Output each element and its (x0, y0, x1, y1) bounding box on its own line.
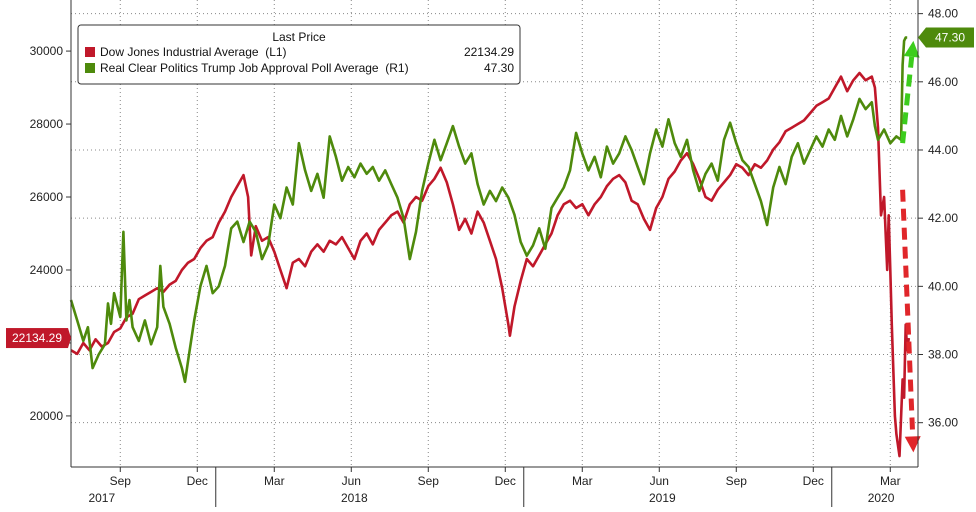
legend-label-dow: Dow Jones Industrial Average (L1) (100, 45, 287, 59)
legend-header: Last Price (272, 30, 326, 44)
x-year-label: 2019 (649, 491, 676, 505)
left-last-value-badge (6, 328, 68, 349)
arrow-head-down (904, 436, 921, 453)
legend-box (77, 24, 521, 85)
arrow-shaft-down (900, 189, 916, 437)
right-tick-label: 38.00 (928, 348, 958, 362)
x-month-label: Sep (110, 474, 132, 488)
legend-swatch-dow (85, 47, 95, 57)
x-month-label: Mar (880, 474, 901, 488)
legend-value-dow: 22134.29 (464, 45, 514, 59)
left-tick-label: 26000 (30, 190, 64, 204)
legend: Last Price Dow Jones Industrial Average … (77, 24, 521, 85)
right-last-value-pointer (918, 27, 926, 48)
x-month-label: Jun (650, 474, 669, 488)
arrow-shaft-up (900, 56, 915, 144)
left-last-value-pointer (68, 328, 71, 349)
legend-value-rcp: 47.30 (484, 61, 514, 75)
legend-label-rcp: Real Clear Politics Trump Job Approval P… (100, 61, 409, 75)
right-tick-label: 36.00 (928, 416, 958, 430)
right-tick-label: 42.00 (928, 211, 958, 225)
x-month-label: Dec (495, 474, 516, 488)
right-last-value-label: 47.30 (935, 30, 965, 44)
legend-swatch-rcp (85, 63, 95, 73)
series-layer (69, 36, 911, 458)
x-month-label: Mar (572, 474, 593, 488)
x-year-label: 2020 (868, 491, 895, 505)
right-tick-label: 44.00 (928, 143, 958, 157)
left-axis: 20000 24000 26000 28000 30000 22134.29 (6, 44, 71, 423)
left-tick-label: 30000 (30, 44, 64, 58)
arrow-head-up (903, 40, 920, 58)
x-year-label: 2017 (88, 491, 115, 505)
x-month-label: Dec (803, 474, 824, 488)
plot-frame (70, 0, 919, 468)
x-month-label: Jun (342, 474, 361, 488)
x-month-label: Mar (264, 474, 285, 488)
x-axis: Sep Dec Mar Jun Sep Dec Mar Jun Sep Dec Mar 2017 201… (88, 467, 901, 507)
left-tick-label: 28000 (30, 117, 64, 131)
left-last-value-label: 22134.29 (12, 331, 62, 345)
right-last-value-badge (926, 27, 974, 48)
left-tick-label: 20000 (30, 409, 64, 423)
annotation-layer (900, 40, 921, 453)
right-axis: 36.00 38.00 40.00 42.00 44.00 46.00 48.00 47.30 (918, 7, 974, 430)
x-year-label: 2018 (341, 491, 368, 505)
right-tick-label: 48.00 (928, 7, 958, 21)
right-tick-label: 40.00 (928, 279, 958, 293)
series-line-rcp (69, 36, 908, 384)
right-tick-label: 46.00 (928, 75, 958, 89)
x-month-label: Dec (187, 474, 208, 488)
series-line-dow (70, 71, 911, 458)
x-month-label: Sep (726, 474, 748, 488)
left-tick-label: 24000 (30, 263, 64, 277)
x-month-label: Sep (418, 474, 440, 488)
